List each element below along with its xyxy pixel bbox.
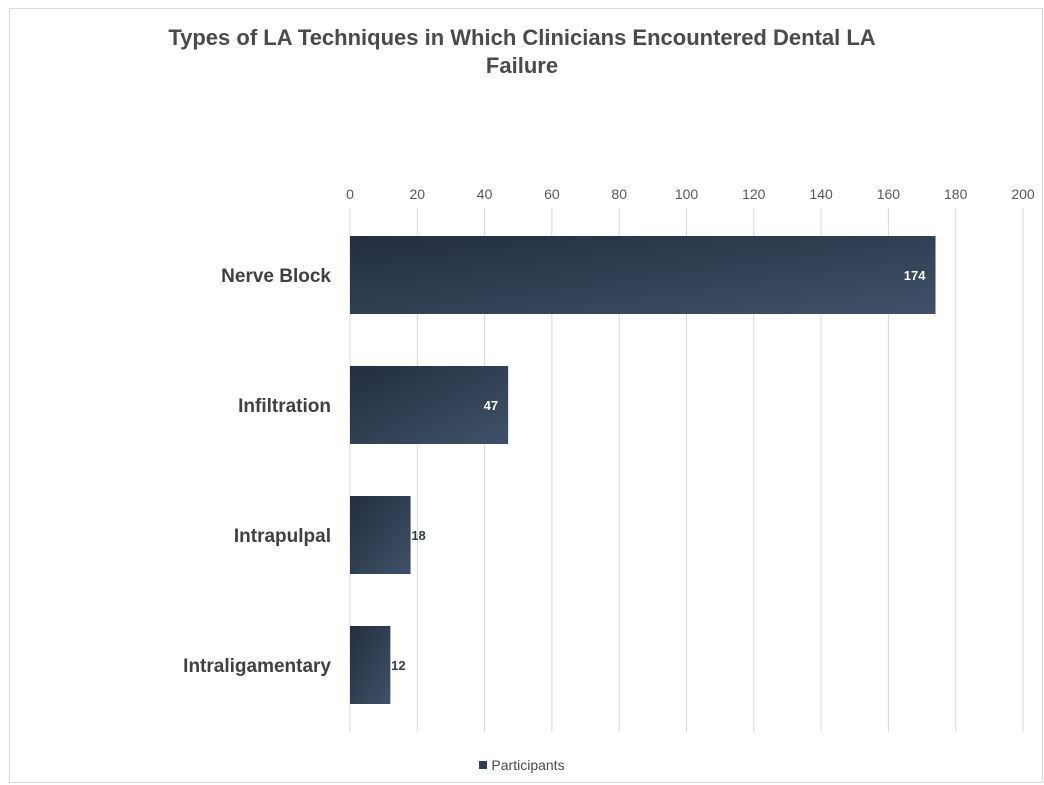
category-label: Nerve Block: [221, 266, 331, 287]
data-label: 18: [411, 528, 425, 543]
bar: [350, 236, 936, 314]
data-label: 47: [484, 398, 498, 413]
category-labels: Nerve Block Infiltration Intrapulpal Intral…: [183, 266, 331, 677]
legend-label: Participants: [491, 757, 565, 773]
chart-frame: [9, 8, 1043, 783]
x-tick-label: 140: [809, 186, 833, 202]
x-tick-label: 20: [410, 186, 426, 202]
x-tick-label: 80: [611, 186, 627, 202]
legend-swatch: [479, 761, 488, 769]
bar: [350, 496, 411, 574]
data-label: 12: [391, 658, 405, 673]
chart-title: Types of LA Techniques in Which Clinicia…: [0, 24, 1044, 80]
x-tick-label: 200: [1011, 186, 1035, 202]
data-labels: 174 47 18 12: [391, 268, 926, 673]
legend: Participants: [0, 757, 1044, 773]
x-tick-label: 160: [877, 186, 901, 202]
x-tick-label: 120: [742, 186, 766, 202]
x-tick-label: 40: [477, 186, 493, 202]
x-tick-label: 180: [944, 186, 968, 202]
x-tick-label: 0: [346, 186, 354, 202]
chart-title-line-2: Failure: [485, 53, 559, 78]
category-label: Intraligamentary: [183, 656, 331, 677]
bar: [350, 626, 391, 704]
bars: [350, 236, 936, 704]
category-label: Infiltration: [238, 396, 331, 417]
data-label: 174: [904, 268, 926, 283]
bar: [350, 366, 509, 444]
x-axis-ticks: 0 20 40 60 80 100 120 140 160 180 200: [346, 186, 1035, 202]
category-label: Intrapulpal: [234, 526, 331, 547]
x-tick-label: 100: [675, 186, 699, 202]
chart-title-line-1: Types of LA Techniques in Which Clinicia…: [168, 25, 876, 50]
x-tick-label: 60: [544, 186, 560, 202]
